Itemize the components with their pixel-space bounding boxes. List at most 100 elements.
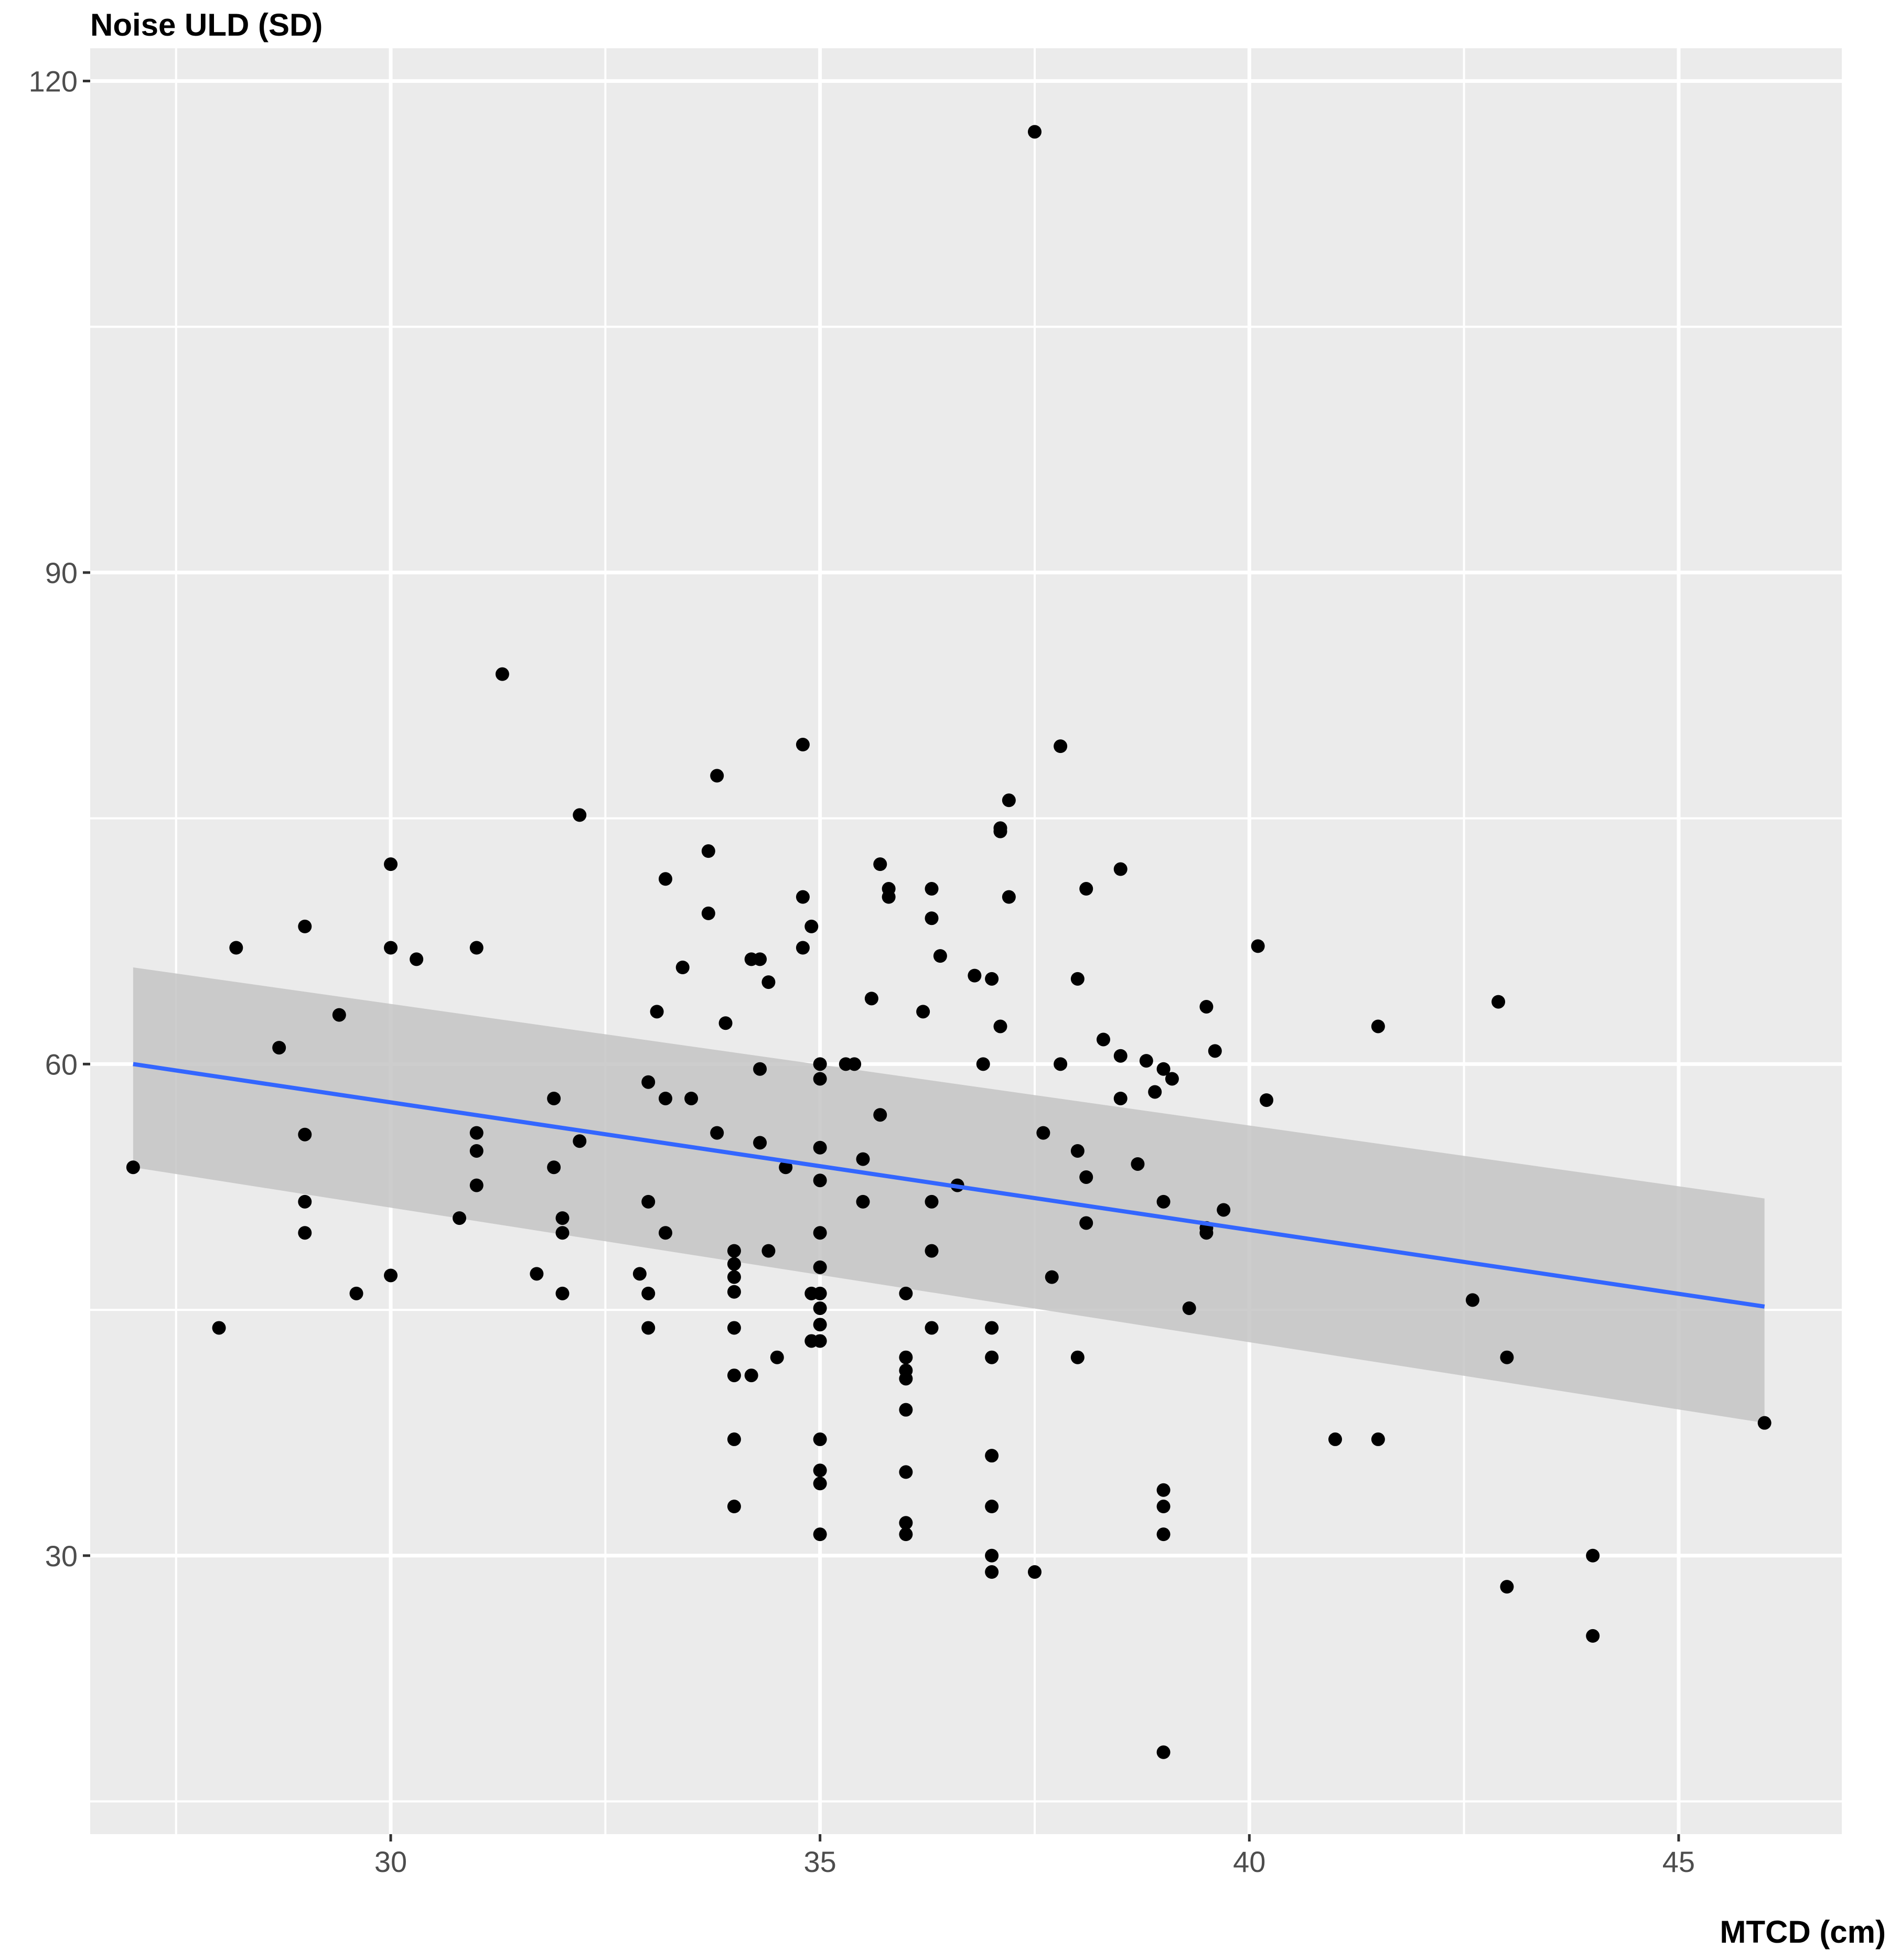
y-tick-label: 60 — [45, 1048, 78, 1081]
data-point — [761, 1244, 776, 1258]
data-point — [1054, 1057, 1068, 1071]
x-axis-title: MTCD (cm) — [1720, 1914, 1886, 1950]
data-point — [796, 890, 810, 904]
data-point — [925, 1194, 939, 1209]
minor-gridlines — [90, 48, 1842, 1834]
data-point — [718, 1016, 733, 1030]
data-point — [469, 1144, 484, 1158]
data-point — [469, 1178, 484, 1192]
data-point — [658, 1091, 672, 1105]
data-point — [813, 1301, 827, 1315]
data-point — [727, 1244, 741, 1258]
data-point — [641, 1194, 656, 1209]
data-point — [847, 1057, 862, 1071]
data-point — [899, 1527, 913, 1542]
y-tick-label: 120 — [29, 64, 78, 98]
data-point — [1156, 1194, 1171, 1209]
regression-line — [133, 1062, 1765, 1309]
data-point — [985, 1500, 999, 1514]
y-axis-title: Noise ULD (SD) — [90, 7, 323, 42]
data-point — [469, 941, 484, 955]
data-point — [632, 1267, 647, 1281]
data-point — [1148, 1085, 1162, 1099]
data-point — [1113, 1049, 1128, 1063]
data-point — [864, 992, 878, 1006]
data-point — [684, 1091, 699, 1105]
data-point — [796, 738, 810, 752]
data-point — [1757, 1416, 1772, 1430]
y-tick-label: 30 — [45, 1539, 78, 1573]
data-point — [1079, 882, 1093, 896]
data-point — [813, 1318, 827, 1332]
data-point — [813, 1140, 827, 1155]
data-point — [873, 857, 887, 871]
y-tick-label: 90 — [45, 556, 78, 589]
data-point — [753, 952, 767, 966]
data-points — [126, 125, 1772, 1759]
data-point — [1045, 1270, 1059, 1284]
data-point — [1139, 1054, 1153, 1068]
data-point — [1054, 739, 1068, 753]
data-point — [968, 968, 982, 983]
y-axis: 30 60 90 120 — [29, 64, 90, 1573]
data-point — [804, 919, 819, 933]
data-point — [1002, 793, 1016, 807]
data-point — [298, 1226, 312, 1240]
data-point — [547, 1091, 561, 1105]
data-point — [1371, 1432, 1385, 1446]
data-point — [701, 906, 715, 920]
data-point — [1027, 125, 1042, 139]
data-point — [985, 1565, 999, 1579]
data-point — [899, 1372, 913, 1386]
data-point — [1156, 1062, 1171, 1076]
data-point — [779, 1160, 793, 1175]
data-point — [1208, 1044, 1222, 1058]
data-point — [985, 1548, 999, 1563]
data-point — [985, 972, 999, 986]
data-point — [710, 1126, 724, 1140]
data-point — [993, 824, 1007, 838]
data-point — [985, 1321, 999, 1335]
data-point — [555, 1211, 570, 1225]
data-point — [1156, 1500, 1171, 1514]
data-point — [1199, 999, 1214, 1014]
data-point — [1070, 1350, 1085, 1364]
data-point — [899, 1286, 913, 1300]
data-point — [126, 1160, 140, 1175]
data-point — [1465, 1293, 1479, 1307]
data-point — [1217, 1203, 1231, 1217]
data-point — [744, 1369, 758, 1383]
data-point — [813, 1463, 827, 1478]
data-point — [573, 808, 587, 822]
data-point — [727, 1432, 741, 1446]
data-point — [1113, 862, 1128, 876]
data-point — [856, 1194, 870, 1209]
plot-panel — [90, 48, 1842, 1834]
data-point — [1002, 890, 1016, 904]
data-point — [1156, 1745, 1171, 1759]
data-point — [650, 1005, 664, 1019]
data-point — [813, 1057, 827, 1071]
data-point — [1156, 1483, 1171, 1497]
data-point — [212, 1321, 226, 1335]
data-point — [555, 1286, 570, 1300]
data-point — [495, 667, 509, 681]
data-point — [1131, 1157, 1145, 1171]
data-point — [701, 844, 715, 858]
data-point — [1096, 1032, 1110, 1047]
data-point — [813, 1072, 827, 1086]
data-point — [1156, 1527, 1171, 1542]
data-point — [899, 1350, 913, 1364]
x-tick-label: 35 — [804, 1845, 836, 1878]
data-point — [796, 941, 810, 955]
data-point — [641, 1075, 656, 1089]
data-point — [384, 941, 398, 955]
data-point — [813, 1527, 827, 1542]
data-point — [573, 1134, 587, 1148]
data-point — [658, 872, 672, 886]
data-point — [1586, 1548, 1600, 1563]
data-point — [813, 1286, 827, 1300]
data-point — [727, 1257, 741, 1271]
data-point — [530, 1267, 544, 1281]
data-point — [641, 1286, 656, 1300]
